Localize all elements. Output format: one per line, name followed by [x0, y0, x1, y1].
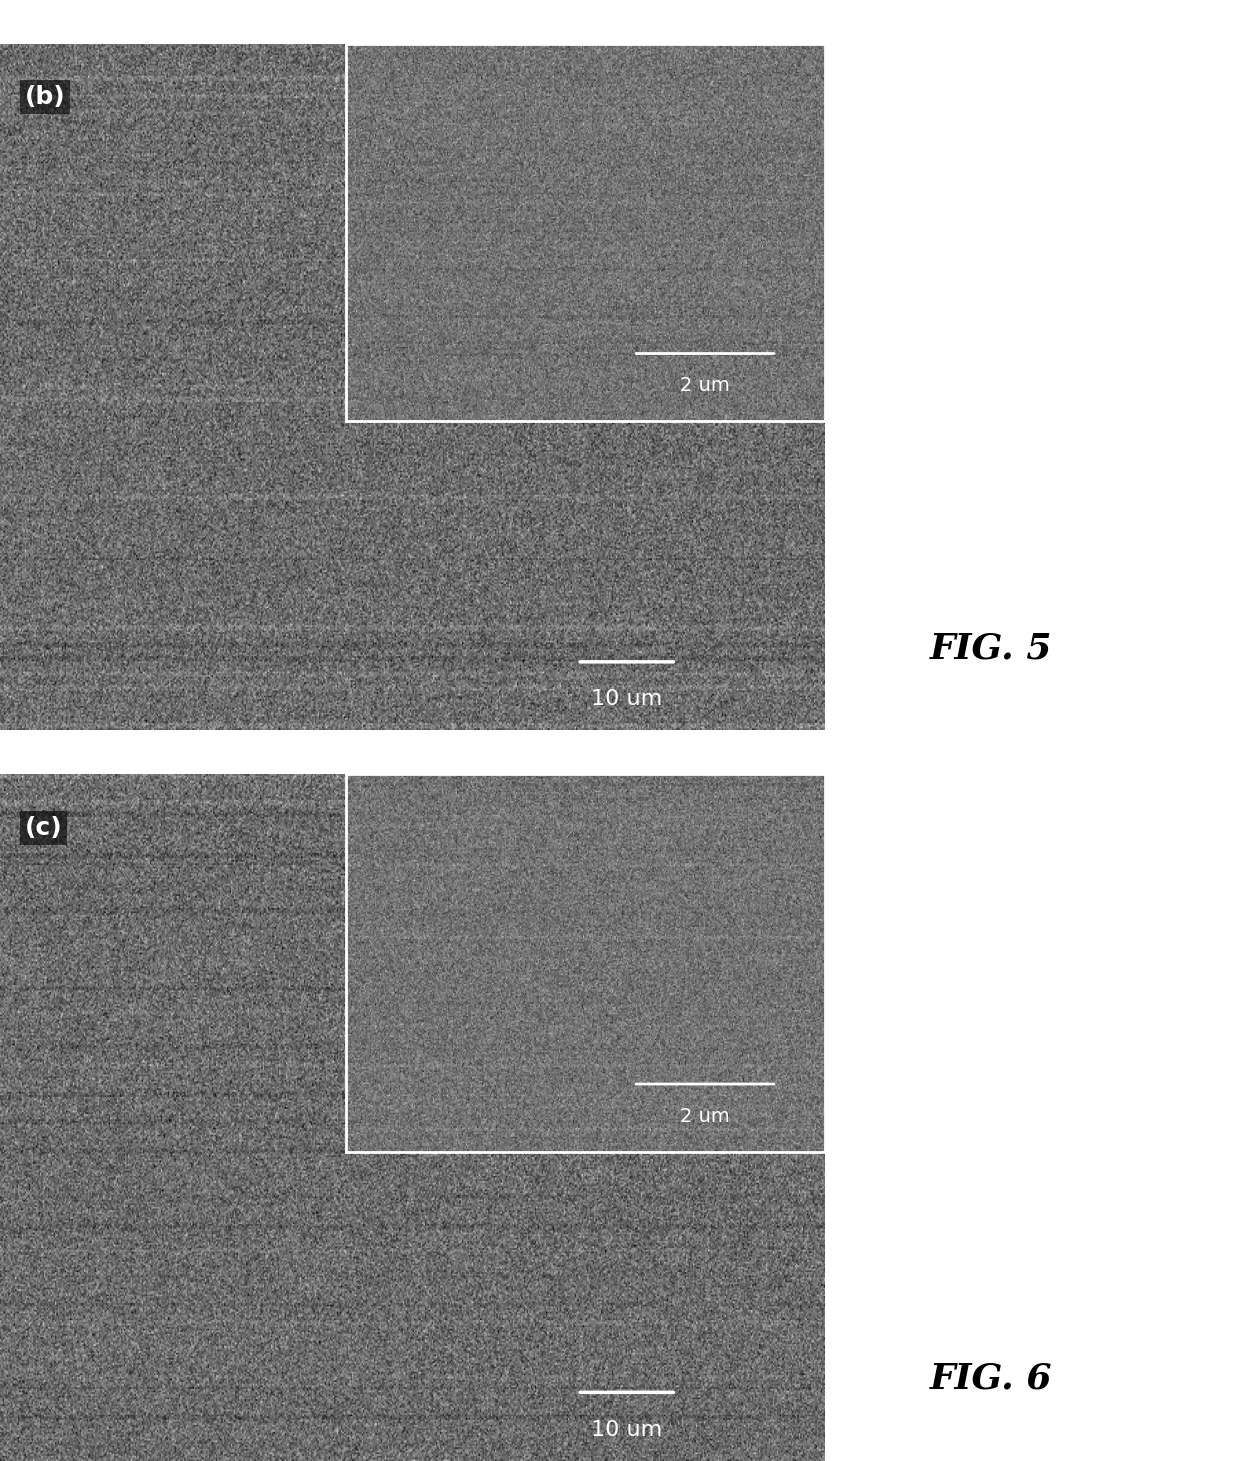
Text: (c): (c) — [25, 815, 62, 840]
Text: (b): (b) — [25, 85, 66, 110]
Text: FIG. 6: FIG. 6 — [930, 1362, 1053, 1395]
Text: 2 um: 2 um — [681, 375, 730, 394]
Text: 10 um: 10 um — [591, 690, 662, 709]
Text: 2 um: 2 um — [681, 1106, 730, 1125]
Text: 10 um: 10 um — [591, 1420, 662, 1439]
Text: FIG. 5: FIG. 5 — [930, 631, 1053, 665]
